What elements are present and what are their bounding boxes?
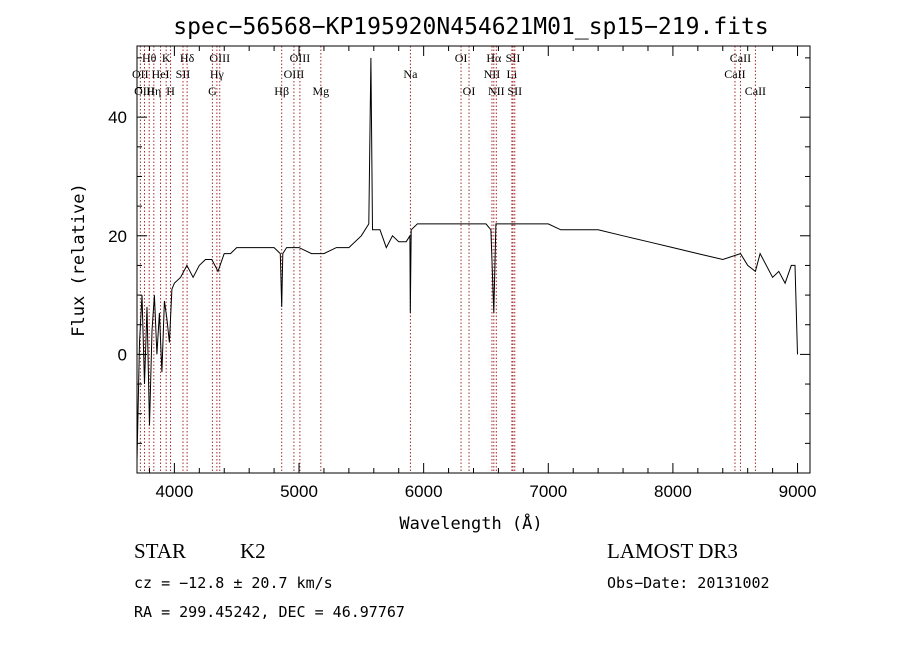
spectral-line-label: OI <box>455 51 468 65</box>
spectral-line-label: Hγ <box>210 67 225 81</box>
spectral-line-label: CaII <box>724 67 745 81</box>
chart-title: spec−56568−KP195920N454621M01_sp15−219.f… <box>173 14 768 40</box>
redshift-readout: cz = −12.8 ± 20.7 km/s <box>134 574 333 592</box>
spectral-line-label: Mg <box>312 84 329 98</box>
spectral-line-label: K <box>162 51 171 65</box>
spectral-line-label: OII <box>132 67 149 81</box>
y-tick-label: 0 <box>118 345 127 364</box>
spectral-line-label: Hα <box>486 51 502 65</box>
spectrum-series <box>136 57 798 462</box>
axis-ticks: 4000 5000 6000 7000 8000 9000 0 20 40 <box>108 46 816 501</box>
spectral-line-label: Hη <box>146 84 161 98</box>
spectral-line-label: Na <box>403 67 418 81</box>
object-class: STAR <box>134 539 186 563</box>
survey-name: LAMOST DR3 <box>607 539 738 563</box>
y-tick-label: 20 <box>108 227 127 246</box>
spectral-line-label: SII <box>176 67 191 81</box>
spectral-line-label: OIII <box>290 51 311 65</box>
spectral-line-label: HeI <box>152 67 170 81</box>
x-tick-label: 7000 <box>529 482 567 501</box>
spectral-line-label: H <box>166 84 175 98</box>
y-tick-label: 40 <box>108 108 127 127</box>
x-axis-label: Wavelength (Å) <box>399 512 542 534</box>
spectral-line-label: Hδ <box>180 51 195 65</box>
spectral-line-label: CaII <box>730 51 751 65</box>
spectral-line-label: OI <box>463 84 476 98</box>
x-tick-label: 5000 <box>280 482 318 501</box>
spectral-line-label: SII <box>506 51 521 65</box>
spectral-line-label: Li <box>507 67 518 81</box>
spectral-line-label: Hθ <box>142 51 157 65</box>
spectral-line-label: SII <box>507 84 522 98</box>
x-tick-label: 6000 <box>405 482 443 501</box>
spectral-line-label: G <box>208 84 217 98</box>
spectral-line-label: CaII <box>745 84 766 98</box>
observation-date: Obs−Date: 20131002 <box>607 574 770 592</box>
y-axis-label: Flux (relative) <box>69 183 89 337</box>
spectral-line-label: Hβ <box>274 84 289 98</box>
spectral-line-label: NII <box>484 67 501 81</box>
spectral-line-label: NII <box>488 84 505 98</box>
x-tick-label: 8000 <box>654 482 692 501</box>
x-tick-label: 9000 <box>779 482 817 501</box>
spectral-line-label: OIII <box>284 67 305 81</box>
spectral-line-label: OIII <box>209 51 230 65</box>
spectrum-line <box>136 57 798 462</box>
object-subclass: K2 <box>240 539 266 563</box>
coordinates-readout: RA = 299.45242, DEC = 46.97767 <box>134 603 405 621</box>
x-tick-label: 4000 <box>155 482 193 501</box>
plot-frame <box>136 45 811 474</box>
